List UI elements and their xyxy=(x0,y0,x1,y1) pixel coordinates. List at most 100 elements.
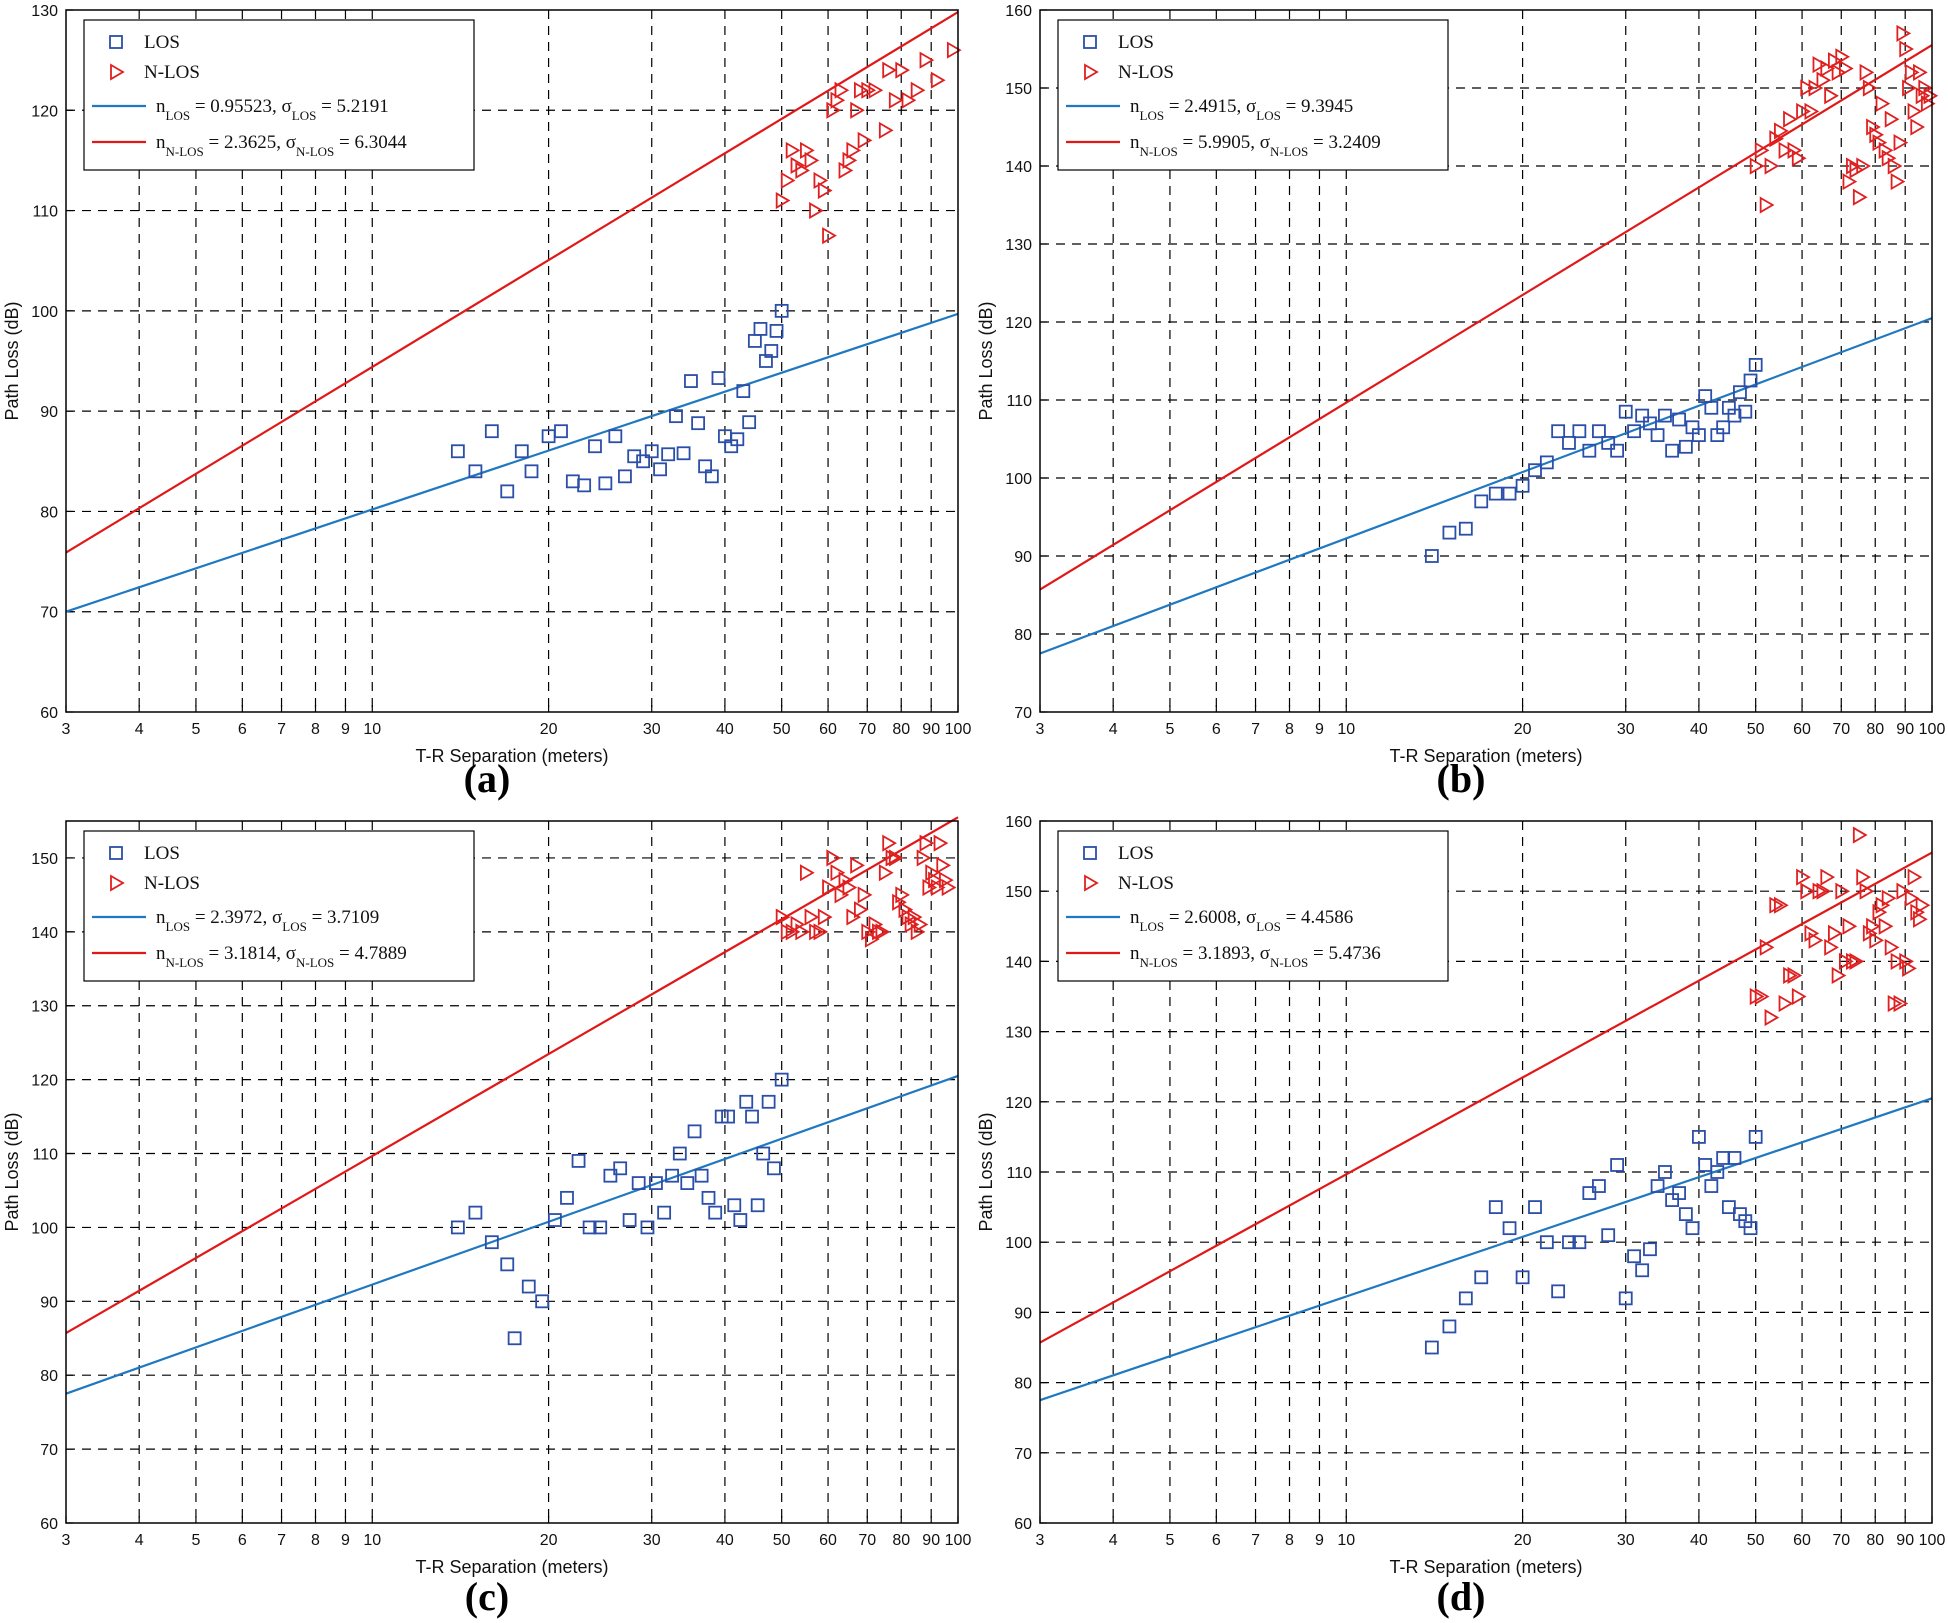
x-axis-label: T-R Separation (meters) xyxy=(415,1557,608,1577)
nlos-point xyxy=(1859,63,1875,81)
x-tick-label: 50 xyxy=(1747,1532,1765,1549)
y-tick-label: 140 xyxy=(1005,159,1032,176)
los-point xyxy=(1442,1319,1457,1334)
x-tick-label: 60 xyxy=(1793,721,1811,738)
los-point xyxy=(613,1161,628,1176)
los-point xyxy=(730,432,745,447)
los-point xyxy=(636,454,651,469)
los-point xyxy=(774,303,789,318)
y-tick-label: 90 xyxy=(40,1294,58,1311)
los-point xyxy=(1502,486,1517,501)
nlos-point xyxy=(1754,141,1770,159)
nlos-point xyxy=(939,871,954,889)
los-point xyxy=(1601,1228,1616,1243)
nlos-point xyxy=(885,849,901,867)
nlos-point xyxy=(1749,157,1765,175)
nlos-point xyxy=(830,864,846,882)
x-tick-label: 3 xyxy=(62,721,71,738)
nlos-point xyxy=(1904,889,1920,907)
nlos-point xyxy=(1893,994,1909,1013)
los-point xyxy=(753,322,768,336)
los-point xyxy=(1627,1249,1641,1264)
los-point xyxy=(1743,1221,1758,1236)
x-tick-label: 70 xyxy=(1832,721,1850,738)
los-point xyxy=(1692,428,1706,443)
los-point xyxy=(468,1205,483,1220)
nlos-point xyxy=(846,908,862,926)
nlos-point xyxy=(910,923,926,941)
panel-label-c: (c) xyxy=(464,1574,510,1619)
nlos-point xyxy=(1808,931,1824,949)
x-tick-label: 40 xyxy=(1690,721,1708,738)
los-fit-line xyxy=(1039,1097,1933,1402)
x-tick-label: 40 xyxy=(716,721,734,738)
nlos-point xyxy=(1759,938,1775,956)
nlos-point xyxy=(1791,987,1807,1006)
los-point xyxy=(1665,1193,1680,1207)
y-tick-label: 150 xyxy=(1005,884,1032,901)
legend-box xyxy=(1057,19,1449,171)
los-point xyxy=(1678,439,1693,454)
los-point xyxy=(736,384,751,398)
y-tick-label: 130 xyxy=(31,3,58,20)
los-point xyxy=(1618,404,1633,419)
legend-box xyxy=(83,19,475,171)
nlos-point xyxy=(930,878,946,897)
x-tick-label: 30 xyxy=(643,721,661,738)
nlos-point xyxy=(1774,122,1789,140)
los-point xyxy=(577,478,592,493)
los-point xyxy=(644,444,659,459)
los-point xyxy=(450,1220,465,1235)
x-tick-label: 90 xyxy=(1896,721,1914,738)
y-tick-label: 120 xyxy=(31,103,58,120)
nlos-point xyxy=(1787,141,1803,159)
y-tick-label: 110 xyxy=(32,1147,58,1164)
y-axis-label: Path Loss (dB) xyxy=(976,301,996,420)
nlos-point xyxy=(775,908,791,926)
nlos-point xyxy=(1896,882,1912,900)
legend-los-marker xyxy=(1083,846,1097,860)
los-point xyxy=(582,1220,597,1235)
nlos-point xyxy=(804,151,820,169)
nlos-point xyxy=(1866,118,1881,136)
nlos-point xyxy=(775,191,791,210)
nlos-point xyxy=(913,915,929,934)
los-point xyxy=(535,1294,550,1309)
y-tick-label: 70 xyxy=(40,1442,58,1459)
los-point xyxy=(507,1331,522,1346)
nlos-point xyxy=(790,915,806,934)
los-point xyxy=(1592,1179,1606,1193)
nlos-point xyxy=(1849,952,1865,970)
nlos-point xyxy=(1774,896,1789,914)
y-axis-label: Path Loss (dB) xyxy=(2,301,22,420)
los-point xyxy=(684,374,698,388)
x-tick-label: 5 xyxy=(1165,1532,1174,1549)
nlos-point xyxy=(1816,71,1832,89)
los-fit-line xyxy=(65,1074,959,1395)
x-tick-label: 7 xyxy=(1251,721,1260,738)
los-point xyxy=(1562,1235,1576,1250)
los-point xyxy=(1618,1291,1633,1306)
los-point xyxy=(1672,412,1686,427)
y-tick-label: 80 xyxy=(40,504,58,521)
x-tick-label: 80 xyxy=(1866,721,1884,738)
legend-nlos-label: N-LOS xyxy=(144,62,200,83)
nlos-fit-line xyxy=(65,11,959,554)
x-tick-label: 4 xyxy=(1109,1532,1118,1549)
y-tick-label: 60 xyxy=(40,1516,58,1533)
nlos-point xyxy=(850,101,865,119)
y-tick-label: 100 xyxy=(31,1220,58,1237)
y-tick-label: 60 xyxy=(40,705,58,722)
y-tick-label: 70 xyxy=(1014,1446,1032,1463)
los-point xyxy=(627,449,642,464)
los-point xyxy=(640,1220,655,1235)
nlos-point xyxy=(1778,141,1794,159)
legend-los-marker xyxy=(109,846,123,860)
nlos-point xyxy=(1838,59,1854,78)
los-point xyxy=(708,1205,723,1220)
los-point xyxy=(721,1109,735,1124)
nlos-point xyxy=(1835,48,1851,66)
x-tick-label: 4 xyxy=(135,1532,144,1549)
panel-a: 3 4 5 6 7 8 9 10 20 30 40 50 60 70 80 90 100 60 70 80 90 100 1… xyxy=(0,0,974,811)
los-point xyxy=(608,429,623,444)
